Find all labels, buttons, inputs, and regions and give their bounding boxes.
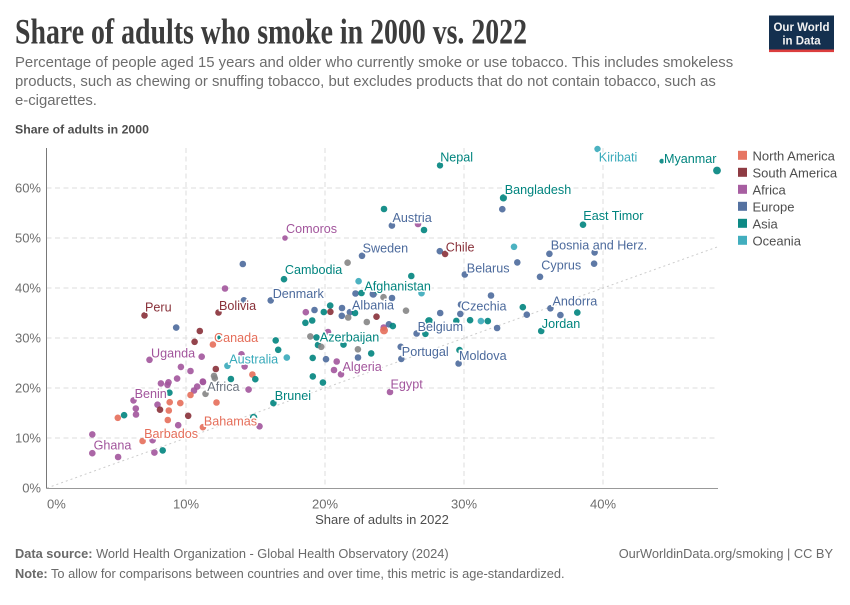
svg-text:Bahamas: Bahamas — [204, 415, 257, 429]
svg-text:Asia: Asia — [753, 217, 779, 232]
svg-text:Bosnia and Herz.: Bosnia and Herz. — [551, 239, 648, 253]
svg-text:0%: 0% — [22, 481, 41, 496]
svg-text:Albania: Albania — [352, 298, 394, 312]
svg-text:40%: 40% — [15, 281, 41, 296]
svg-text:Share of adults in 2022: Share of adults in 2022 — [315, 512, 449, 527]
svg-text:Europe: Europe — [753, 200, 795, 215]
svg-text:Peru: Peru — [145, 301, 172, 315]
svg-text:Czechia: Czechia — [461, 299, 507, 313]
svg-text:Andorra: Andorra — [553, 294, 598, 308]
svg-text:Kiribati: Kiribati — [599, 150, 638, 164]
svg-text:10%: 10% — [15, 431, 41, 446]
svg-text:Share of adults in 2000: Share of adults in 2000 — [15, 123, 149, 137]
svg-text:Data source: World Health Orga: Data source: World Health Organization -… — [15, 546, 449, 561]
svg-text:10%: 10% — [173, 497, 199, 512]
svg-text:Note: To allow for comparisons: Note: To allow for comparisons between c… — [15, 566, 565, 581]
svg-text:Brunei: Brunei — [275, 389, 311, 403]
svg-text:Australia: Australia — [229, 352, 278, 366]
svg-text:Myanmar: Myanmar — [664, 152, 716, 166]
svg-text:30%: 30% — [15, 331, 41, 346]
svg-text:Africa: Africa — [207, 380, 239, 394]
svg-text:50%: 50% — [15, 231, 41, 246]
svg-text:Barbados: Barbados — [144, 427, 198, 441]
svg-text:Moldova: Moldova — [459, 349, 507, 363]
svg-text:Benin: Benin — [135, 387, 167, 401]
svg-text:0%: 0% — [47, 497, 66, 512]
svg-text:Percentage of people aged 15 y: Percentage of people aged 15 years and o… — [15, 55, 733, 71]
svg-text:Azerbaijan: Azerbaijan — [320, 331, 380, 345]
svg-text:Sweden: Sweden — [363, 242, 409, 256]
svg-text:Uganda: Uganda — [151, 347, 195, 361]
svg-text:Egypt: Egypt — [391, 377, 424, 391]
svg-text:Nepal: Nepal — [440, 151, 473, 165]
svg-text:Austria: Austria — [393, 211, 432, 225]
svg-text:Cambodia: Cambodia — [285, 263, 342, 277]
svg-text:Africa: Africa — [753, 183, 787, 198]
svg-text:Share of adults who smoke in 2: Share of adults who smoke in 2000 vs. 20… — [15, 11, 527, 51]
svg-text:Bangladesh: Bangladesh — [505, 183, 572, 197]
svg-text:Canada: Canada — [214, 331, 258, 345]
svg-text:North America: North America — [753, 149, 836, 164]
svg-text:in Data: in Data — [782, 36, 821, 48]
svg-text:30%: 30% — [451, 497, 477, 512]
svg-text:South America: South America — [753, 166, 838, 181]
svg-text:Denmark: Denmark — [273, 287, 325, 301]
svg-text:Bolivia: Bolivia — [219, 299, 256, 313]
svg-text:Chile: Chile — [446, 241, 475, 255]
svg-text:e-cigarettes.: e-cigarettes. — [15, 93, 97, 109]
svg-text:Cyprus: Cyprus — [541, 258, 581, 272]
svg-text:Belarus: Belarus — [467, 262, 510, 276]
svg-text:OurWorldinData.org/smoking | C: OurWorldinData.org/smoking | CC BY — [619, 546, 834, 561]
svg-text:Algeria: Algeria — [343, 360, 382, 374]
svg-text:Belgium: Belgium — [418, 320, 464, 334]
svg-text:Comoros: Comoros — [286, 222, 337, 236]
svg-text:East Timor: East Timor — [583, 209, 643, 223]
svg-text:20%: 20% — [15, 381, 41, 396]
svg-text:Jordan: Jordan — [542, 317, 581, 331]
svg-text:Ghana: Ghana — [94, 439, 132, 453]
svg-text:products, such as chewing or s: products, such as chewing or snuffing to… — [15, 74, 716, 90]
svg-text:Portugal: Portugal — [402, 345, 449, 359]
svg-text:Our World: Our World — [773, 22, 829, 34]
svg-text:60%: 60% — [15, 181, 41, 196]
svg-text:40%: 40% — [590, 497, 616, 512]
svg-text:Oceania: Oceania — [753, 234, 802, 249]
svg-text:Afghanistan: Afghanistan — [364, 279, 431, 293]
svg-text:20%: 20% — [312, 497, 338, 512]
